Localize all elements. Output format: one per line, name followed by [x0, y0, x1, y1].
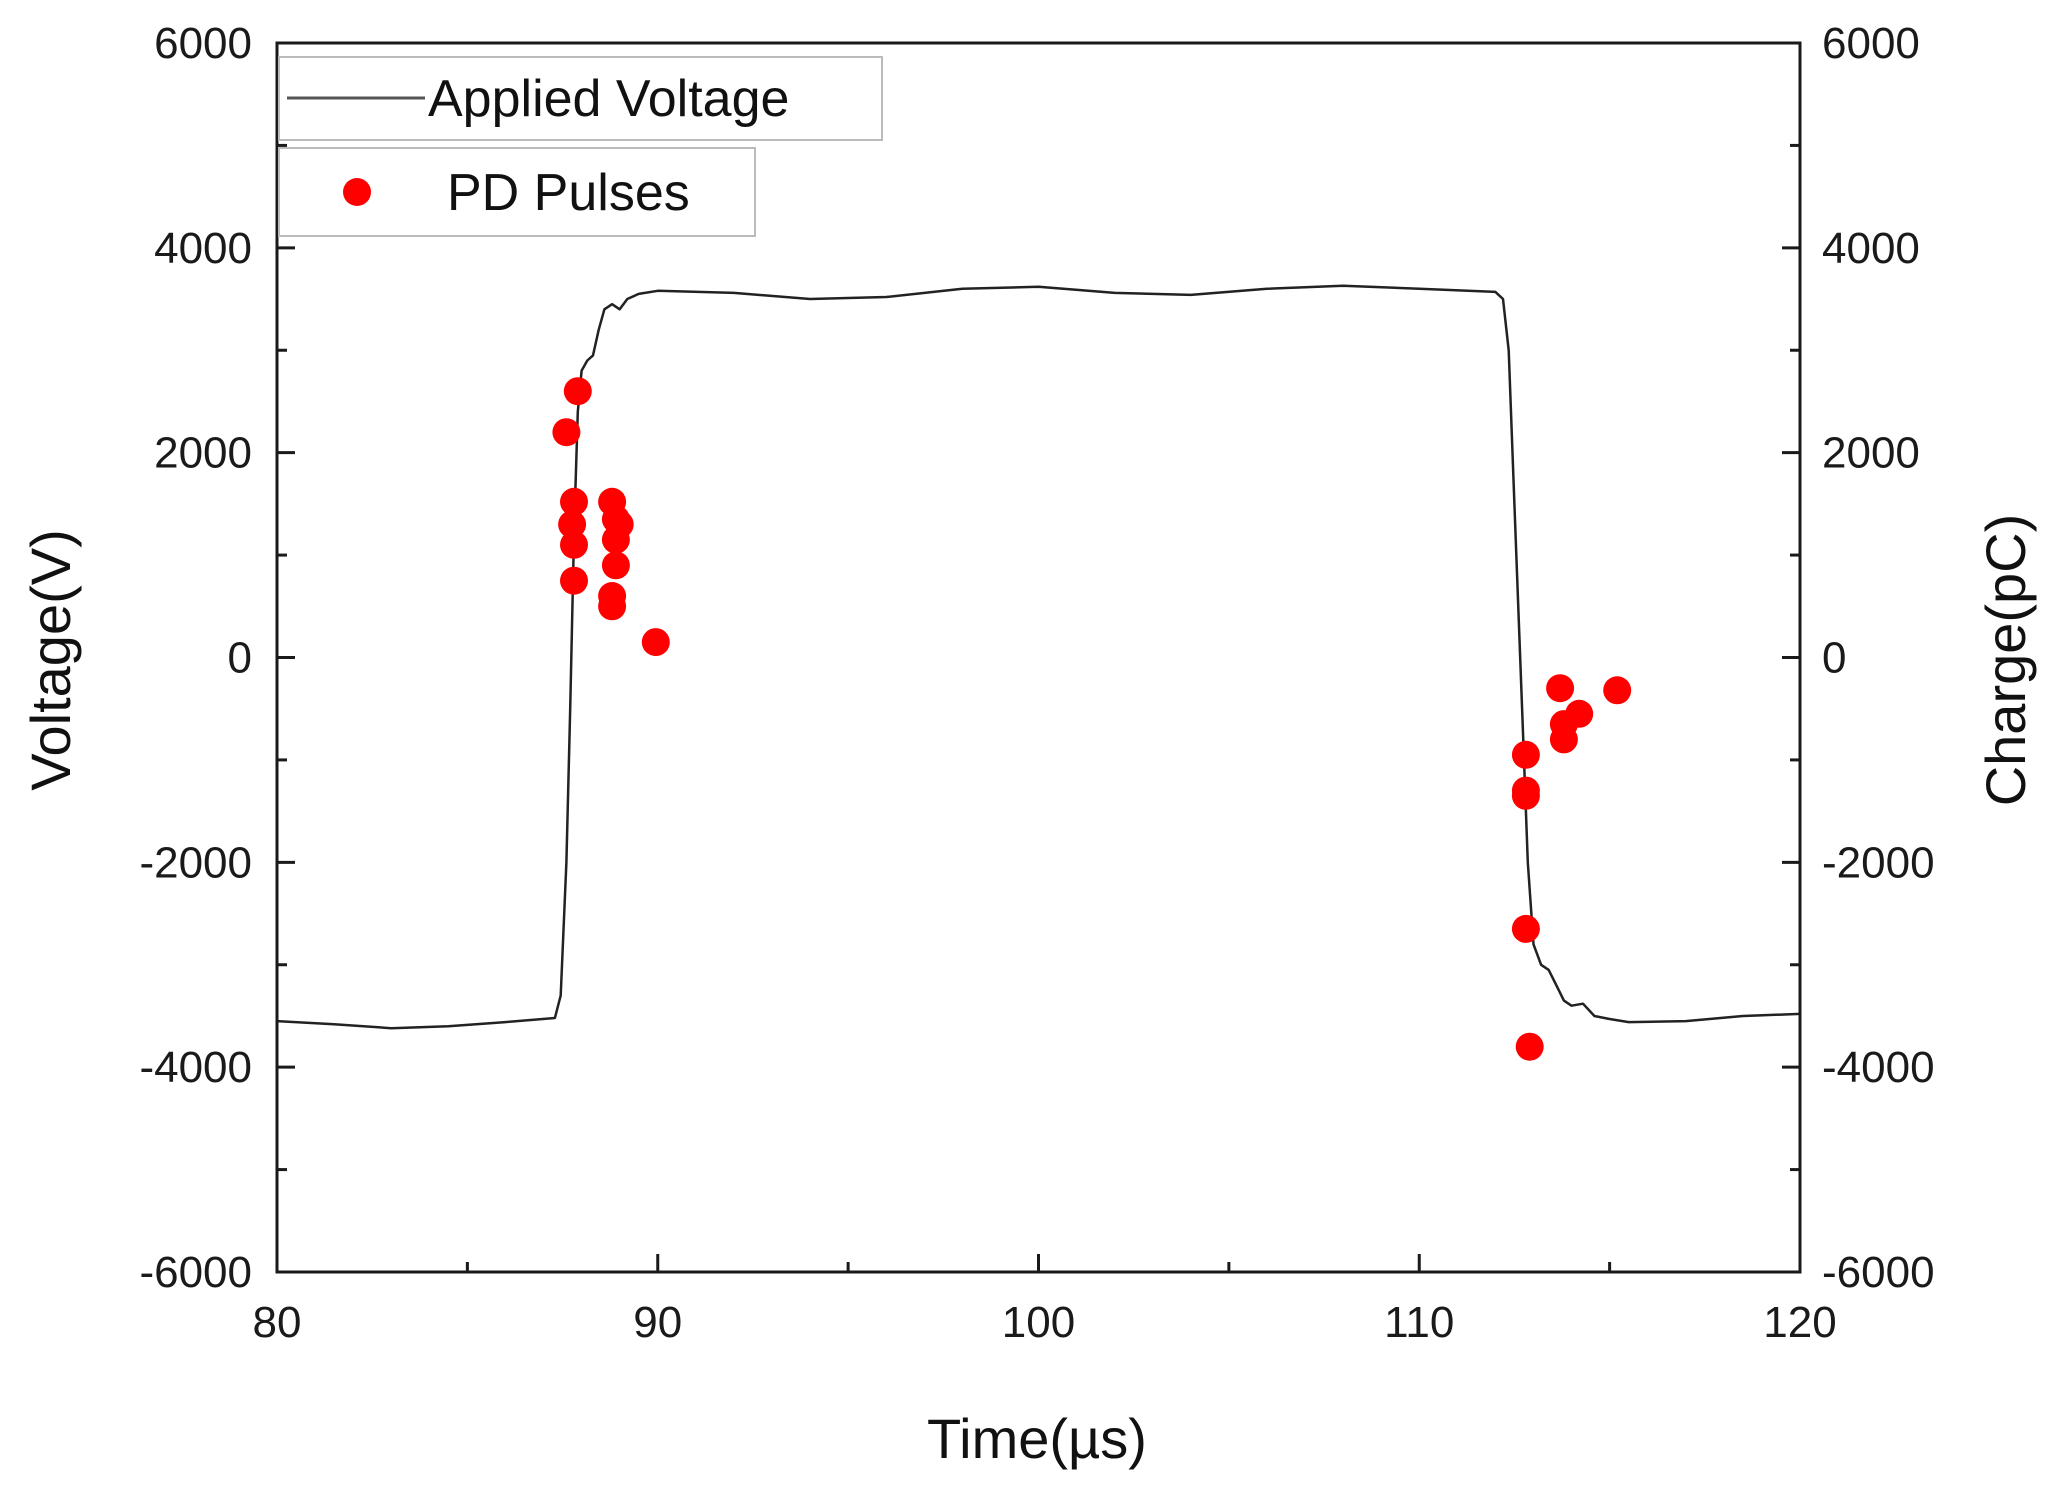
- legend-label-applied-voltage: Applied Voltage: [428, 70, 789, 128]
- legend-item-pd-pulses: PD Pulses: [278, 147, 756, 237]
- x-tick-label: 90: [633, 1298, 682, 1347]
- pd-pulse-point: [560, 487, 588, 516]
- pd-pulse-point: [1565, 699, 1594, 728]
- x-tick-label: 80: [253, 1298, 302, 1347]
- y-right-tick-label: -4000: [1822, 1043, 1935, 1092]
- pd-pulse-point: [563, 377, 592, 406]
- y-left-tick-label: 4000: [154, 224, 252, 273]
- pd-pulse-point: [1511, 781, 1540, 810]
- legend-label-pd-pulses: PD Pulses: [447, 164, 690, 222]
- pd-pulse-point: [560, 530, 588, 559]
- x-tick-label: 100: [1002, 1298, 1075, 1347]
- plot-frame: [275, 41, 1802, 1274]
- y-left-tick-label: 0: [228, 634, 252, 683]
- y-right-tick-label: -6000: [1822, 1248, 1935, 1297]
- y-left-tick-label: -6000: [139, 1248, 252, 1297]
- legend-marker-swatch: [343, 178, 371, 206]
- pd-pulse-point: [552, 418, 581, 447]
- y-left-tick-label: -2000: [139, 838, 252, 887]
- y-right-tick-labels: -6000 -4000 -2000 0 2000 4000 6000: [1822, 19, 1935, 1297]
- pd-pulse-points: [552, 377, 1632, 1061]
- legend: Applied Voltage PD Pulses: [278, 56, 883, 237]
- y-right-tick-label: -2000: [1822, 838, 1935, 887]
- x-tick-label: 120: [1763, 1298, 1836, 1347]
- applied-voltage-line: [276, 284, 1801, 1030]
- pd-pulse-point: [641, 628, 670, 657]
- pd-pulse-point: [1603, 676, 1632, 705]
- pd-pulse-point: [601, 525, 630, 554]
- y-left-tick-label: 6000: [154, 19, 252, 68]
- y-right-tick-label: 0: [1822, 634, 1846, 683]
- y-right-tick-label: 4000: [1822, 224, 1920, 273]
- pd-pulse-point: [1511, 740, 1540, 769]
- y-right-axis-title: Charge(pC): [1974, 514, 2037, 807]
- pd-pulse-point: [1515, 1032, 1544, 1061]
- pd-pulse-point: [558, 510, 587, 539]
- pd-pulse-point: [1511, 914, 1540, 943]
- y-right-tick-label: 6000: [1822, 19, 1920, 68]
- y-left-tick-label: -4000: [139, 1043, 252, 1092]
- x-axis-title: Time(µs): [927, 1407, 1147, 1470]
- y-right-tick-label: 2000: [1822, 429, 1920, 478]
- pd-pulse-point: [560, 566, 588, 595]
- x-tick-labels: 80 90 100 110 120: [253, 1298, 1837, 1347]
- y-left-axis-title: Voltage(V): [19, 529, 82, 791]
- axis-ticks: [275, 41, 1802, 1274]
- x-tick-label: 110: [1384, 1298, 1454, 1347]
- pd-pulse-point: [1549, 725, 1578, 754]
- pd-pulse-point: [598, 592, 627, 621]
- pd-pulse-point: [1546, 674, 1575, 703]
- pd-pulse-point: [601, 551, 630, 580]
- y-left-tick-label: 2000: [154, 429, 252, 478]
- legend-item-applied-voltage: Applied Voltage: [278, 56, 883, 141]
- y-left-tick-labels: -6000 -4000 -2000 0 2000 4000 6000: [139, 19, 252, 1297]
